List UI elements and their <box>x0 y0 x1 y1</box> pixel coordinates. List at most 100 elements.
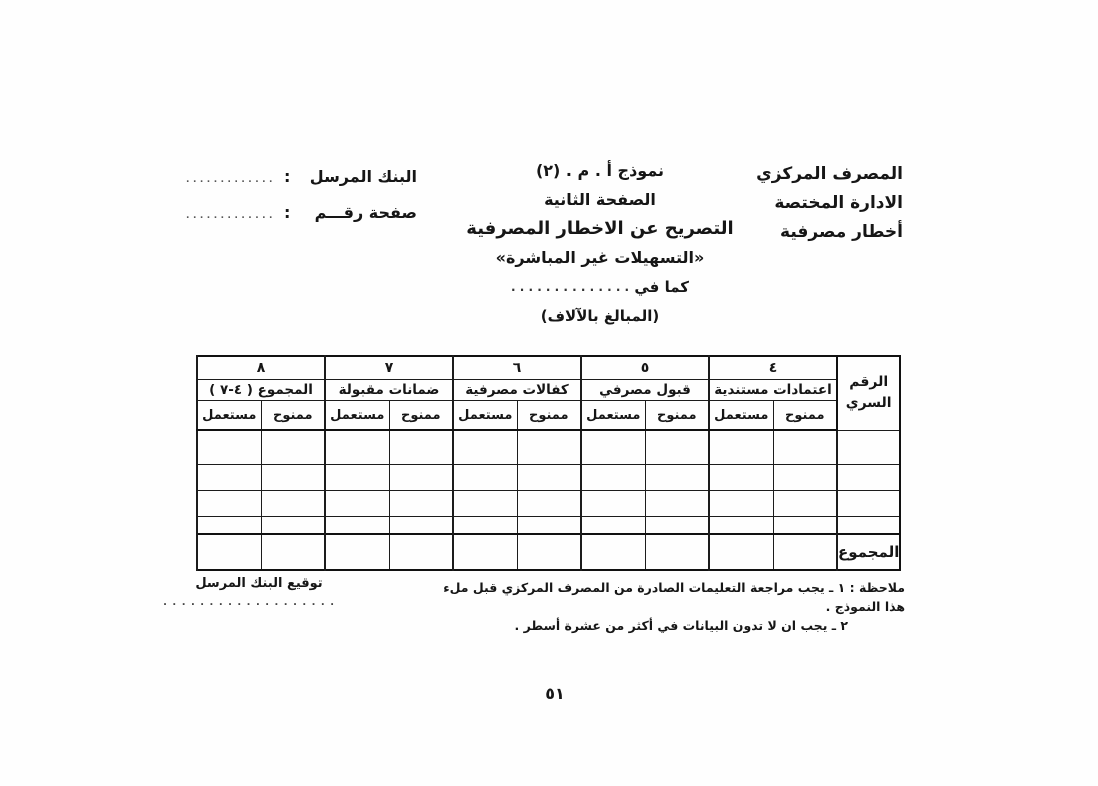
column-group-label-row: اعتمادات مستندية قبول مصرفي كفالات مصرفي… <box>196 379 900 401</box>
data-row <box>196 490 901 517</box>
colon: : <box>283 167 291 186</box>
accepted-collateral-header: ضمانات مقبولة <box>324 379 454 401</box>
table-cell <box>324 490 390 517</box>
header-left-block: البنك المرسل : ................ صفحة رقـ… <box>185 166 417 238</box>
table-cell <box>452 516 518 534</box>
printed-page-number: ٥١ <box>545 684 565 703</box>
table-cell <box>580 464 646 491</box>
table-cell <box>644 464 710 491</box>
total-row-label: المجموع <box>835 533 901 571</box>
granted-subheader: ممنوح <box>516 400 582 431</box>
table-cell <box>644 490 710 517</box>
table-cell <box>196 516 262 534</box>
sending-bank-label: البنك المرسل <box>309 167 417 186</box>
page-number-row: صفحة رقـــم : ................ <box>185 202 417 227</box>
table-cell <box>708 516 774 534</box>
page-title: الصفحة الثانية <box>544 190 656 209</box>
page-number-label: صفحة رقـــم <box>314 203 417 222</box>
table-cell <box>835 490 901 517</box>
table-cell <box>452 429 518 465</box>
table-cell <box>260 490 326 517</box>
table-cell <box>452 533 518 571</box>
table-cell <box>644 533 710 571</box>
serial-number-header: الرقم السري <box>835 355 901 431</box>
table-cell <box>772 533 838 571</box>
used-subheader: مستعمل <box>196 400 262 431</box>
table-cell <box>835 429 901 465</box>
col8-number: ٨ <box>196 355 326 380</box>
table-cell <box>388 516 454 534</box>
data-row <box>196 516 901 534</box>
as-of-label: كما في <box>634 278 689 296</box>
table-cell <box>772 464 838 491</box>
table-cell <box>388 429 454 465</box>
granted-subheader: ممنوح <box>388 400 454 431</box>
as-of-dotted-blank: . . . . . . . . . . . . . . <box>510 280 630 294</box>
table-cell <box>260 516 326 534</box>
col5-number: ٥ <box>580 355 710 380</box>
footnote-2: ٢ ـ يجب ان لا تدون البيانات في أكثر من ع… <box>514 618 848 633</box>
table-cell <box>196 533 262 571</box>
header-right-block: المصرف المركزي الادارة المختصة أخطار مصر… <box>683 160 903 247</box>
footnotes-block: ملاحظة : ١ ـ يجب مراجعة التعليمات الصادر… <box>425 578 905 635</box>
table-cell <box>644 516 710 534</box>
table-cell <box>580 490 646 517</box>
table-cell <box>324 429 390 465</box>
table-cell <box>708 490 774 517</box>
table-cell <box>708 464 774 491</box>
signature-dotted-blank: . . . . . . . . . . . . . . . . . . . <box>163 597 335 608</box>
sending-bank-dotted-blank: ................ <box>185 175 276 185</box>
banking-risks-label: أخطار مصرفية <box>780 222 903 242</box>
documentary-credits-header: اعتمادات مستندية <box>708 379 838 401</box>
signature-label: توقيع البنك المرسل <box>195 576 323 591</box>
table-cell <box>580 516 646 534</box>
granted-subheader: ممنوح <box>260 400 326 431</box>
table-cell <box>580 429 646 465</box>
colon: : <box>283 203 291 222</box>
indirect-facilities-table: الرقم السري ٤ ٥ ٦ ٧ ٨ اعتمادات مستندية ق… <box>196 355 902 571</box>
table-cell <box>452 490 518 517</box>
table-cell <box>516 516 582 534</box>
table-cell <box>708 429 774 465</box>
subtitle: «التسهيلات غير المباشرة» <box>495 248 705 267</box>
signature-block: توقيع البنك المرسل . . . . . . . . . . .… <box>163 576 335 608</box>
column-number-row: الرقم السري ٤ ٥ ٦ ٧ ٨ <box>196 355 901 431</box>
form-number: نموذج أ . م . (٢) <box>535 161 665 180</box>
granted-subheader: ممنوح <box>644 400 710 431</box>
footnote-1: ملاحظة : ١ ـ يجب مراجعة التعليمات الصادر… <box>443 580 905 614</box>
table-cell <box>835 516 901 534</box>
table-cell <box>772 516 838 534</box>
table-cell <box>516 464 582 491</box>
granted-used-subheader-row: ممنوح مستعمل ممنوح مستعمل ممنوح مستعمل م… <box>196 400 900 431</box>
table-cell <box>835 464 901 491</box>
competent-department-label: الادارة المختصة <box>774 193 903 213</box>
table-cell <box>580 533 646 571</box>
table-cell <box>516 429 582 465</box>
table-cell <box>324 533 390 571</box>
table-cell <box>516 490 582 517</box>
table-cell <box>324 464 390 491</box>
data-row <box>196 464 901 491</box>
main-title: التصريح عن الاخطار المصرفية <box>466 218 734 239</box>
table-cell <box>260 429 326 465</box>
bank-acceptance-header: قبول مصرفي <box>580 379 710 401</box>
data-row <box>196 429 901 465</box>
page-number-dotted-blank: ................ <box>185 211 276 221</box>
table-cell <box>388 533 454 571</box>
serial-header-line2: السري <box>845 395 892 412</box>
table-cell <box>196 464 262 491</box>
table-cell <box>196 429 262 465</box>
used-subheader: مستعمل <box>452 400 518 431</box>
table-cell <box>260 464 326 491</box>
serial-header-line1: الرقم <box>849 373 889 390</box>
header-center-block: نموذج أ . م . (٢) الصفحة الثانية التصريح… <box>430 161 770 335</box>
col7-number: ٧ <box>324 355 454 380</box>
table-cell <box>388 464 454 491</box>
central-bank-label: المصرف المركزي <box>756 164 903 184</box>
col6-number: ٦ <box>452 355 582 380</box>
total-4-7-header: المجموع ( ٤-٧ ) <box>196 379 326 401</box>
bank-guarantees-header: كفالات مصرفية <box>452 379 582 401</box>
amounts-in-thousands-note: (المبالغ بالآلاف) <box>540 307 660 325</box>
table-cell <box>644 429 710 465</box>
